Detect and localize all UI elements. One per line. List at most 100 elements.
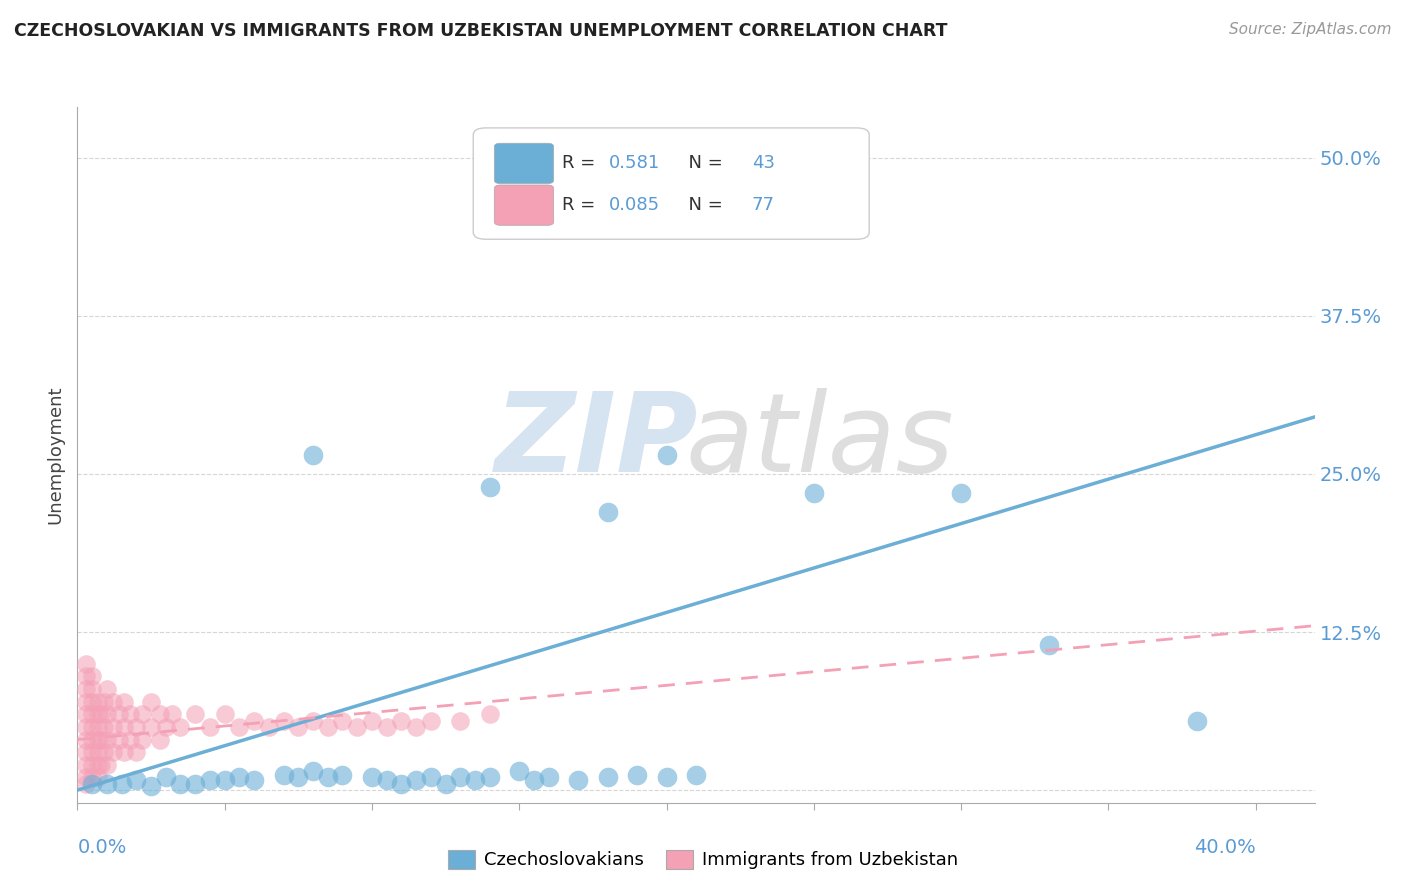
Point bbox=[107, 732, 129, 747]
Point bbox=[389, 777, 412, 791]
Point bbox=[405, 720, 427, 734]
Point bbox=[655, 448, 678, 462]
Point bbox=[87, 695, 110, 709]
Text: N =: N = bbox=[678, 196, 728, 214]
Text: 0.085: 0.085 bbox=[609, 196, 661, 214]
Text: 0.0%: 0.0% bbox=[77, 838, 127, 857]
Point bbox=[214, 707, 236, 722]
Point bbox=[80, 777, 103, 791]
Y-axis label: Unemployment: Unemployment bbox=[46, 385, 65, 524]
Point bbox=[478, 707, 501, 722]
Point bbox=[228, 771, 250, 785]
Point bbox=[93, 695, 115, 709]
Point bbox=[243, 714, 266, 728]
FancyBboxPatch shape bbox=[495, 185, 554, 226]
Legend: Czechoslovakians, Immigrants from Uzbekistan: Czechoslovakians, Immigrants from Uzbeki… bbox=[439, 841, 967, 879]
Point bbox=[75, 669, 97, 683]
Point bbox=[87, 707, 110, 722]
Point bbox=[96, 707, 118, 722]
Point bbox=[508, 764, 530, 779]
Point bbox=[139, 720, 162, 734]
Point bbox=[96, 757, 118, 772]
Point bbox=[75, 771, 97, 785]
Point bbox=[287, 720, 309, 734]
Point bbox=[80, 745, 103, 759]
Point bbox=[96, 681, 118, 696]
Point bbox=[950, 486, 973, 500]
Point bbox=[87, 745, 110, 759]
Point bbox=[120, 732, 142, 747]
Point bbox=[169, 777, 191, 791]
Point bbox=[332, 768, 354, 782]
Point bbox=[1038, 638, 1060, 652]
Point bbox=[389, 714, 412, 728]
Text: CZECHOSLOVAKIAN VS IMMIGRANTS FROM UZBEKISTAN UNEMPLOYMENT CORRELATION CHART: CZECHOSLOVAKIAN VS IMMIGRANTS FROM UZBEK… bbox=[14, 22, 948, 40]
Point bbox=[596, 771, 619, 785]
Point bbox=[184, 707, 207, 722]
Point bbox=[464, 772, 486, 787]
Point bbox=[273, 768, 295, 782]
Point bbox=[80, 732, 103, 747]
Point bbox=[114, 695, 136, 709]
Point bbox=[332, 714, 354, 728]
Text: 77: 77 bbox=[752, 196, 775, 214]
Point bbox=[125, 745, 148, 759]
Point bbox=[110, 777, 132, 791]
Point bbox=[1185, 714, 1208, 728]
Point bbox=[107, 707, 129, 722]
Point bbox=[478, 771, 501, 785]
Point bbox=[75, 681, 97, 696]
Point bbox=[626, 768, 648, 782]
Point bbox=[449, 714, 471, 728]
Point bbox=[198, 720, 221, 734]
Point bbox=[419, 771, 441, 785]
Point bbox=[75, 745, 97, 759]
Point bbox=[125, 720, 148, 734]
Point bbox=[93, 745, 115, 759]
Text: 0.581: 0.581 bbox=[609, 154, 661, 172]
Point bbox=[405, 772, 427, 787]
Text: 43: 43 bbox=[752, 154, 775, 172]
Point bbox=[80, 771, 103, 785]
Point bbox=[419, 714, 441, 728]
Point bbox=[80, 707, 103, 722]
Point bbox=[75, 720, 97, 734]
FancyBboxPatch shape bbox=[495, 144, 554, 184]
Point bbox=[75, 757, 97, 772]
Point bbox=[101, 745, 124, 759]
Point bbox=[101, 695, 124, 709]
Point bbox=[149, 732, 172, 747]
Point bbox=[80, 757, 103, 772]
Point bbox=[96, 732, 118, 747]
Point bbox=[434, 777, 457, 791]
Point bbox=[139, 780, 162, 794]
Point bbox=[523, 772, 546, 787]
Point bbox=[87, 720, 110, 734]
Point bbox=[75, 657, 97, 671]
Point bbox=[131, 707, 153, 722]
Point bbox=[155, 720, 177, 734]
Point bbox=[87, 771, 110, 785]
Point bbox=[302, 714, 325, 728]
Point bbox=[655, 771, 678, 785]
Point bbox=[75, 695, 97, 709]
Point bbox=[155, 771, 177, 785]
Point bbox=[80, 669, 103, 683]
Point bbox=[96, 777, 118, 791]
Point bbox=[80, 681, 103, 696]
Point bbox=[375, 720, 398, 734]
Point bbox=[101, 720, 124, 734]
Text: R =: R = bbox=[562, 154, 602, 172]
Point bbox=[478, 479, 501, 493]
Point bbox=[80, 695, 103, 709]
Point bbox=[87, 757, 110, 772]
Point bbox=[125, 772, 148, 787]
Point bbox=[114, 720, 136, 734]
Point bbox=[449, 771, 471, 785]
Point bbox=[184, 777, 207, 791]
Point bbox=[114, 745, 136, 759]
Text: R =: R = bbox=[562, 196, 602, 214]
Point bbox=[75, 707, 97, 722]
Text: 40.0%: 40.0% bbox=[1194, 838, 1256, 857]
Point bbox=[302, 764, 325, 779]
